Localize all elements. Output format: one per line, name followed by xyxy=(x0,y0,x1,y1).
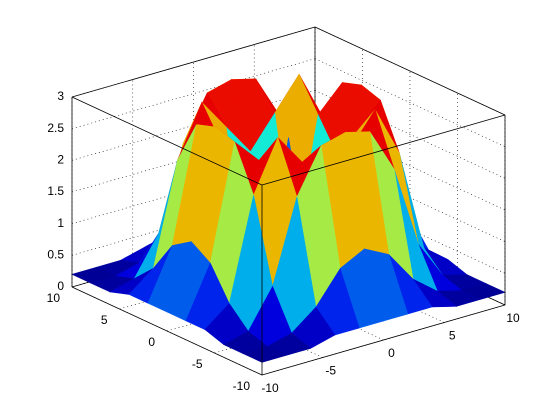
box-edge xyxy=(71,96,263,186)
z-tick-label: 3 xyxy=(57,89,64,103)
grid-line xyxy=(314,58,506,147)
box-edge xyxy=(314,26,506,116)
y-tick-label: 0 xyxy=(148,335,155,349)
z-tick-label: 1 xyxy=(57,216,64,230)
box-edge xyxy=(261,114,506,186)
x-tick-label: 10 xyxy=(506,311,520,325)
y-tick-label: -10 xyxy=(233,379,251,393)
y-tick-label: 5 xyxy=(101,313,108,327)
box-edge xyxy=(71,26,316,98)
x-tick-label: -5 xyxy=(325,364,336,378)
y-tick-label: -5 xyxy=(192,357,203,371)
box-edge xyxy=(71,286,263,376)
z-tick-label: 2.5 xyxy=(47,121,64,135)
surface-patch xyxy=(242,346,288,363)
x-tick-label: 5 xyxy=(449,329,456,343)
box-edge xyxy=(261,304,506,376)
grid-line xyxy=(314,90,506,179)
z-tick-label: 0.5 xyxy=(47,248,64,262)
z-tick-label: 2 xyxy=(57,153,64,167)
z-tick-label: 0 xyxy=(57,279,64,293)
grid-line xyxy=(314,121,506,211)
x-tick-label: 0 xyxy=(388,346,395,360)
z-tick-label: 1.5 xyxy=(47,184,64,198)
x-tick-label: -10 xyxy=(261,381,279,395)
y-tick-label: 10 xyxy=(47,291,61,305)
